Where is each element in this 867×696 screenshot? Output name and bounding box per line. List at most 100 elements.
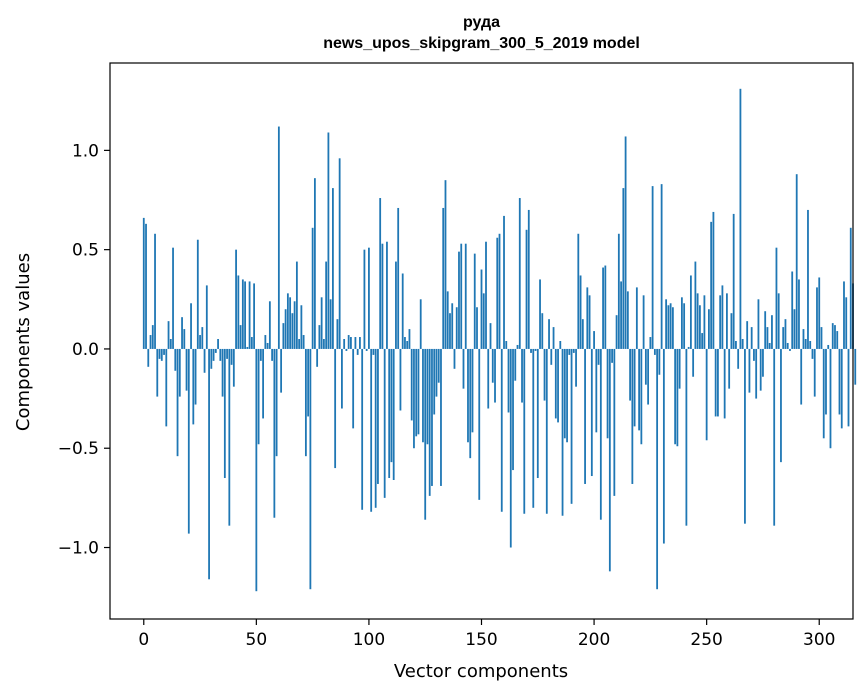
bar-261	[730, 313, 733, 349]
x-tick-label: 0	[138, 630, 149, 650]
y-axis-ticks: −1.0 −0.5 0.0 0.5 1.0	[58, 141, 110, 559]
bar-26	[201, 327, 204, 349]
bar-244	[692, 348, 695, 377]
bar-116	[404, 337, 406, 349]
bar-162	[507, 348, 510, 413]
bar-291	[798, 279, 800, 349]
bar-276	[764, 311, 767, 349]
bar-189	[568, 348, 571, 355]
bar-137	[451, 303, 454, 349]
bar-205	[604, 265, 607, 349]
bar-71	[302, 335, 305, 349]
chart-title-block: руда news_upos_skipgram_300_5_2019 model	[110, 12, 853, 54]
bar-176	[539, 279, 541, 349]
bar-128	[431, 348, 433, 486]
bar-197	[586, 287, 589, 349]
bar-41	[235, 249, 237, 349]
bar-47	[248, 281, 251, 349]
bar-4	[151, 325, 154, 349]
bar-106	[381, 243, 384, 349]
bar-89	[343, 339, 346, 349]
bar-56	[268, 301, 271, 349]
bar-301	[820, 327, 823, 349]
bar-100	[368, 247, 370, 349]
bar-97	[361, 348, 364, 510]
bar-274	[759, 348, 762, 391]
bar-243	[689, 275, 692, 349]
bar-314	[849, 227, 852, 349]
bar-233	[667, 305, 670, 349]
bar-194	[579, 275, 582, 349]
bar-288	[791, 271, 794, 349]
bar-107	[383, 348, 386, 498]
bar-175	[536, 348, 539, 479]
bar-99	[365, 348, 368, 351]
bar-209	[613, 348, 616, 496]
bar-101	[370, 348, 373, 512]
bar-241	[685, 348, 688, 526]
bar-53	[262, 348, 264, 419]
bar-43	[239, 325, 242, 349]
bar-129	[433, 348, 436, 415]
bar-121	[415, 348, 418, 437]
bar-134	[444, 180, 447, 349]
bar-214	[624, 136, 627, 349]
bar-178	[543, 348, 546, 401]
bar-12	[169, 339, 172, 349]
bar-2	[147, 348, 150, 367]
bar-145	[469, 348, 472, 459]
bar-212	[620, 281, 622, 349]
bar-215	[626, 291, 629, 349]
bar-263	[735, 341, 737, 349]
bar-260	[728, 348, 731, 389]
bar-275	[762, 348, 764, 377]
bar-75	[311, 227, 314, 349]
bar-70	[300, 305, 303, 349]
bar-226	[651, 186, 654, 349]
bar-232	[665, 299, 668, 349]
bar-201	[595, 348, 598, 433]
bar-51	[257, 348, 260, 445]
bar-192	[575, 348, 577, 387]
bar-120	[413, 348, 415, 449]
bar-280	[773, 348, 776, 526]
bar-190	[570, 348, 573, 504]
bar-58	[273, 348, 276, 518]
bar-152	[485, 241, 487, 349]
x-tick-label: 100	[353, 630, 385, 650]
bar-130	[435, 348, 438, 397]
bar-74	[309, 348, 312, 590]
bar-151	[482, 293, 485, 349]
bar-287	[789, 348, 791, 351]
bar-195	[581, 319, 584, 349]
bar-297	[811, 348, 814, 359]
bar-108	[386, 241, 388, 349]
bar-299	[816, 287, 818, 349]
bar-64	[286, 293, 289, 349]
bar-141	[460, 243, 463, 349]
bar-278	[768, 342, 771, 349]
bar-296	[809, 341, 812, 349]
bar-171	[527, 209, 530, 349]
bar-184	[557, 348, 559, 423]
bar-63	[284, 309, 287, 349]
bar-180	[548, 319, 550, 349]
bar-245	[694, 261, 697, 349]
bar-15	[176, 348, 179, 457]
bar-10	[165, 348, 168, 427]
bar-22	[192, 348, 195, 425]
bar-272	[755, 348, 758, 399]
bar-187	[563, 348, 566, 439]
bar-218	[633, 348, 636, 427]
bar-183	[554, 348, 557, 419]
bar-255	[717, 348, 719, 417]
bar-95	[356, 348, 359, 355]
bar-240	[683, 303, 686, 349]
bar-208	[611, 348, 613, 363]
bar-167	[518, 198, 521, 349]
bar-230	[660, 184, 663, 349]
bar-147	[473, 253, 476, 349]
bar-248	[701, 333, 704, 349]
bar-309	[838, 348, 841, 415]
bar-219	[635, 287, 638, 349]
